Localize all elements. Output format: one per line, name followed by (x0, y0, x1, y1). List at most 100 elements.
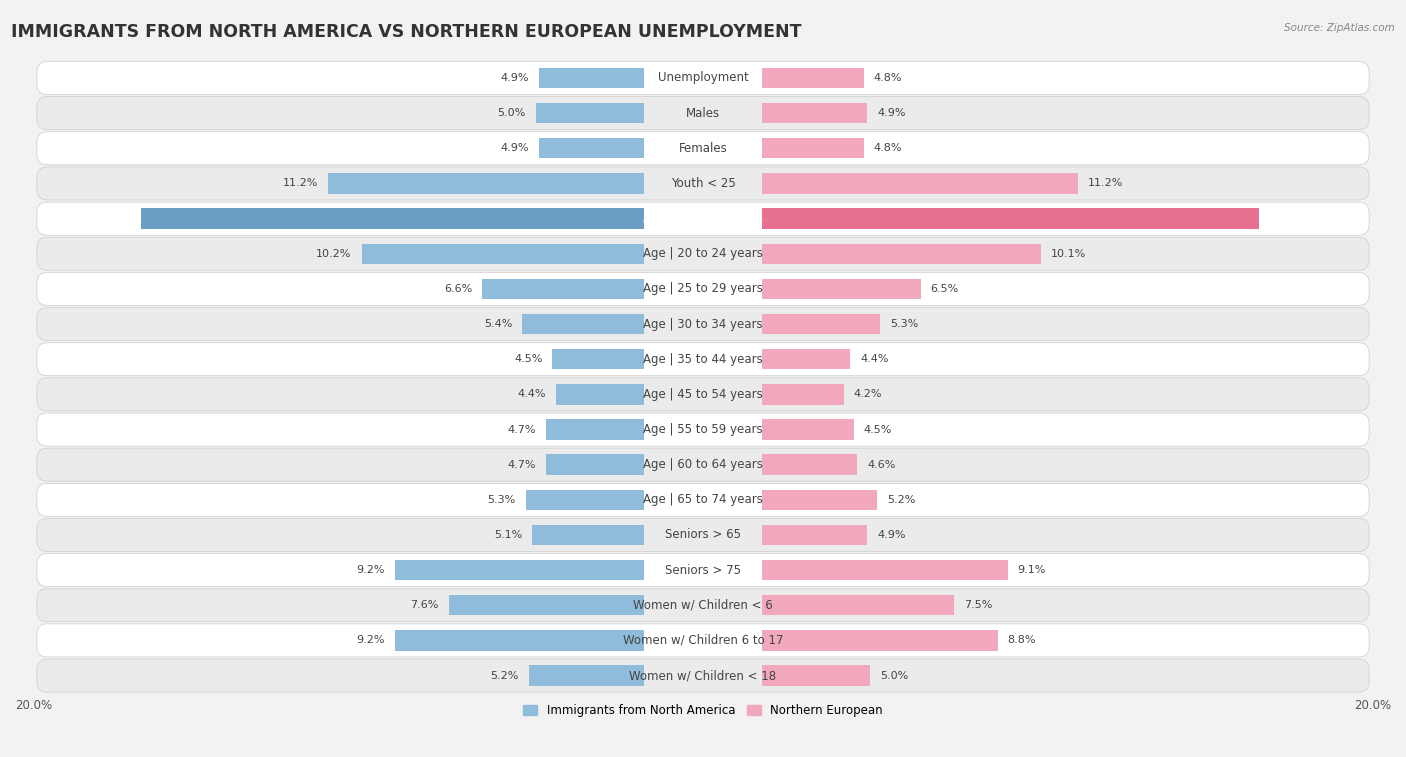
Text: 4.5%: 4.5% (515, 354, 543, 364)
Bar (762, 631, 997, 650)
FancyBboxPatch shape (37, 167, 1369, 200)
Bar (395, 631, 644, 650)
Bar (553, 349, 644, 369)
Text: Seniors > 75: Seniors > 75 (665, 564, 741, 577)
Text: 7.6%: 7.6% (411, 600, 439, 610)
Text: Age | 60 to 64 years: Age | 60 to 64 years (643, 458, 763, 471)
Bar (449, 595, 644, 615)
FancyBboxPatch shape (37, 202, 1369, 235)
Bar (538, 68, 644, 88)
Bar (546, 454, 644, 475)
Text: 4.4%: 4.4% (517, 389, 546, 400)
Text: Age | 35 to 44 years: Age | 35 to 44 years (643, 353, 763, 366)
Text: Unemployment: Unemployment (658, 71, 748, 85)
Text: 4.9%: 4.9% (501, 143, 529, 154)
Text: Age | 55 to 59 years: Age | 55 to 59 years (643, 423, 763, 436)
Bar (361, 244, 644, 264)
Bar (538, 138, 644, 158)
Bar (328, 173, 644, 194)
Text: 10.1%: 10.1% (1052, 249, 1087, 259)
Text: 6.6%: 6.6% (444, 284, 472, 294)
Bar (529, 665, 644, 686)
Bar (762, 665, 870, 686)
Bar (762, 173, 1078, 194)
Bar (762, 419, 853, 440)
Bar (546, 419, 644, 440)
Text: 16.6%: 16.6% (1268, 213, 1303, 223)
Bar (762, 454, 858, 475)
Text: Females: Females (679, 142, 727, 154)
FancyBboxPatch shape (37, 97, 1369, 129)
Text: 4.9%: 4.9% (877, 108, 905, 118)
Text: Age | 30 to 34 years: Age | 30 to 34 years (643, 317, 763, 331)
FancyBboxPatch shape (37, 659, 1369, 692)
FancyBboxPatch shape (37, 132, 1369, 165)
Bar (141, 208, 644, 229)
Text: 5.2%: 5.2% (491, 671, 519, 681)
Bar (762, 279, 921, 299)
FancyBboxPatch shape (37, 553, 1369, 587)
Bar (395, 560, 644, 581)
Bar (555, 384, 644, 404)
FancyBboxPatch shape (37, 273, 1369, 305)
Text: 5.3%: 5.3% (890, 319, 918, 329)
FancyBboxPatch shape (37, 589, 1369, 621)
Text: Males: Males (686, 107, 720, 120)
Text: 5.2%: 5.2% (887, 495, 915, 505)
Bar (762, 560, 1008, 581)
Text: Women w/ Children 6 to 17: Women w/ Children 6 to 17 (623, 634, 783, 647)
Text: 9.1%: 9.1% (1018, 565, 1046, 575)
Bar (762, 595, 955, 615)
Text: IMMIGRANTS FROM NORTH AMERICA VS NORTHERN EUROPEAN UNEMPLOYMENT: IMMIGRANTS FROM NORTH AMERICA VS NORTHER… (11, 23, 801, 41)
Text: 11.2%: 11.2% (1088, 179, 1123, 188)
Bar (762, 384, 844, 404)
Text: 16.8%: 16.8% (96, 213, 131, 223)
Text: 4.9%: 4.9% (877, 530, 905, 540)
Text: 4.5%: 4.5% (863, 425, 891, 435)
Legend: Immigrants from North America, Northern European: Immigrants from North America, Northern … (519, 699, 887, 722)
Bar (482, 279, 644, 299)
Text: 5.1%: 5.1% (494, 530, 522, 540)
Bar (762, 103, 868, 123)
Bar (536, 103, 644, 123)
Text: Women w/ Children < 6: Women w/ Children < 6 (633, 599, 773, 612)
FancyBboxPatch shape (37, 483, 1369, 516)
Text: 5.0%: 5.0% (880, 671, 908, 681)
Bar (533, 525, 644, 545)
Text: 4.6%: 4.6% (868, 459, 896, 469)
Text: 11.2%: 11.2% (283, 179, 318, 188)
Text: 4.8%: 4.8% (873, 73, 903, 83)
Text: Age | 16 to 19 years: Age | 16 to 19 years (643, 212, 763, 225)
Text: Youth < 25: Youth < 25 (671, 177, 735, 190)
Text: Source: ZipAtlas.com: Source: ZipAtlas.com (1284, 23, 1395, 33)
Text: 4.7%: 4.7% (508, 425, 536, 435)
Text: Age | 20 to 24 years: Age | 20 to 24 years (643, 248, 763, 260)
FancyBboxPatch shape (37, 413, 1369, 446)
Text: 7.5%: 7.5% (965, 600, 993, 610)
Text: Age | 45 to 54 years: Age | 45 to 54 years (643, 388, 763, 401)
Bar (522, 314, 644, 335)
FancyBboxPatch shape (37, 624, 1369, 657)
Text: 5.0%: 5.0% (498, 108, 526, 118)
Bar (762, 490, 877, 510)
Text: 6.5%: 6.5% (931, 284, 959, 294)
FancyBboxPatch shape (37, 237, 1369, 270)
Bar (762, 525, 868, 545)
Bar (762, 349, 851, 369)
Text: 5.3%: 5.3% (488, 495, 516, 505)
Bar (762, 138, 863, 158)
FancyBboxPatch shape (37, 448, 1369, 481)
Text: 8.8%: 8.8% (1008, 635, 1036, 646)
Text: 4.4%: 4.4% (860, 354, 889, 364)
FancyBboxPatch shape (37, 519, 1369, 552)
Bar (762, 68, 863, 88)
Text: Age | 25 to 29 years: Age | 25 to 29 years (643, 282, 763, 295)
Bar (762, 314, 880, 335)
Text: 9.2%: 9.2% (357, 635, 385, 646)
Bar (762, 208, 1258, 229)
Text: 5.4%: 5.4% (484, 319, 512, 329)
Text: Women w/ Children < 18: Women w/ Children < 18 (630, 669, 776, 682)
FancyBboxPatch shape (37, 343, 1369, 375)
Bar (762, 244, 1040, 264)
FancyBboxPatch shape (37, 61, 1369, 95)
